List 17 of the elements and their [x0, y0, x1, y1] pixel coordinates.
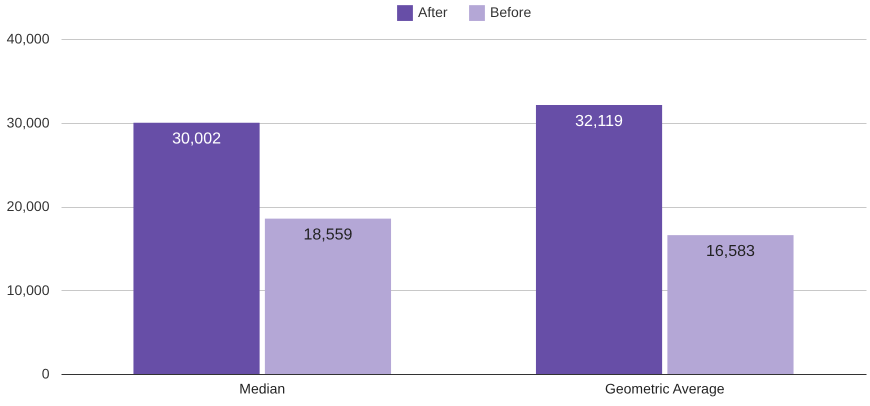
data-label: 18,559 — [303, 226, 353, 244]
bar — [264, 218, 392, 374]
y-tick-label: 40,000 — [6, 30, 50, 46]
data-label: 30,002 — [172, 130, 222, 148]
y-tick-label: 30,000 — [6, 114, 50, 130]
bar — [133, 122, 260, 374]
y-tick-label: 0 — [42, 366, 50, 382]
y-tick-label: 20,000 — [6, 198, 50, 214]
legend-label: Before — [490, 4, 532, 20]
x-tick-label: Geometric Average — [604, 380, 725, 396]
data-label: 16,583 — [706, 243, 756, 260]
bar — [667, 235, 794, 374]
data-label: 32,119 — [575, 113, 624, 130]
bar — [536, 105, 662, 374]
legend-label: After — [418, 4, 448, 20]
x-tick-label: Median — [239, 380, 286, 396]
y-tick-label: 10,000 — [6, 282, 50, 298]
